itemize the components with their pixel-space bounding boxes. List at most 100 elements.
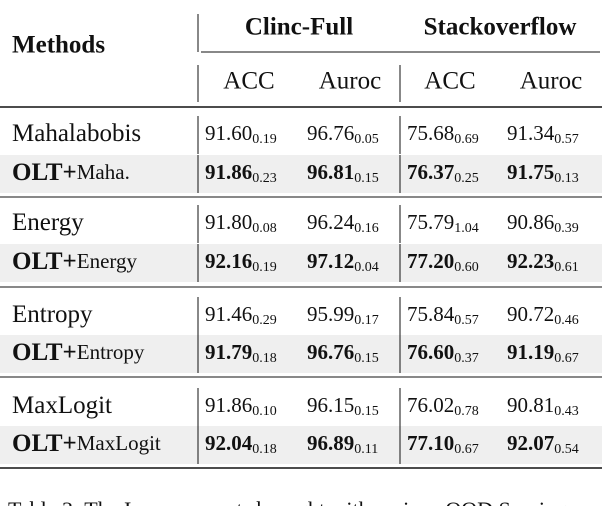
- std: 0.67: [554, 351, 579, 366]
- cell: 96.240.16: [307, 210, 379, 236]
- std: 0.10: [252, 404, 277, 419]
- method: Entropy: [12, 301, 93, 328]
- cell: 76.370.25: [407, 160, 479, 186]
- std: 0.15: [354, 404, 379, 419]
- std: 0.11: [354, 442, 378, 457]
- value: 96.15: [307, 393, 354, 417]
- std: 0.69: [454, 132, 479, 147]
- value: 92.23: [507, 249, 554, 273]
- highlight: [0, 426, 602, 464]
- std: 0.54: [554, 442, 579, 457]
- std: 0.46: [554, 313, 579, 328]
- value: 77.10: [407, 431, 454, 455]
- value: 91.79: [205, 340, 252, 364]
- cell: 76.600.37: [407, 340, 479, 366]
- std: 0.18: [252, 351, 277, 366]
- method: MaxLogit: [12, 392, 112, 419]
- method: OLT+Maha.: [12, 159, 130, 186]
- cell: 91.860.10: [205, 393, 277, 419]
- cell: 92.070.54: [507, 431, 579, 457]
- value: 91.46: [205, 302, 252, 326]
- cell: 76.020.78: [407, 393, 479, 419]
- method-name: Energy: [77, 249, 138, 273]
- cell: 91.460.29: [205, 302, 277, 328]
- value: 96.89: [307, 431, 354, 455]
- std: 0.08: [252, 221, 277, 236]
- method: OLT+Entropy: [12, 339, 145, 366]
- caption: Table 3: The Improvements brought with v…: [8, 497, 567, 506]
- value: 91.34: [507, 121, 555, 145]
- value: 90.72: [507, 302, 554, 326]
- value: 90.81: [507, 393, 554, 417]
- std: 0.57: [454, 313, 479, 328]
- std: 0.23: [252, 171, 277, 186]
- std: 0.43: [554, 404, 579, 419]
- metric-header: ACC: [424, 68, 475, 95]
- metric-header: Auroc: [520, 68, 582, 95]
- highlight: [0, 244, 602, 282]
- value: 96.81: [307, 160, 354, 184]
- highlight: [0, 155, 602, 193]
- std: 1.04: [454, 221, 479, 236]
- std: 0.05: [354, 132, 379, 147]
- cell: 95.990.17: [307, 302, 379, 328]
- value: 75.84: [407, 302, 455, 326]
- method: OLT+MaxLogit: [12, 430, 161, 457]
- value: 92.04: [205, 431, 253, 455]
- cell: 92.160.19: [205, 249, 277, 275]
- value: 91.60: [205, 121, 252, 145]
- method-name: MaxLogit: [77, 431, 161, 455]
- value: 96.24: [307, 210, 355, 234]
- std: 0.37: [454, 351, 479, 366]
- cell: 91.800.08: [205, 210, 277, 236]
- value: 96.76: [307, 340, 354, 364]
- cell: 91.790.18: [205, 340, 277, 366]
- value: 95.99: [307, 302, 354, 326]
- method-prefix: OLT+: [12, 159, 77, 186]
- method-prefix: OLT+: [12, 248, 77, 275]
- cell: 91.860.23: [205, 160, 277, 186]
- cell: 75.791.04: [407, 210, 479, 236]
- cell: 92.040.18: [205, 431, 277, 457]
- std: 0.19: [252, 132, 277, 147]
- cell: 90.720.46: [507, 302, 579, 328]
- std: 0.61: [554, 260, 579, 275]
- method-name: Energy: [12, 209, 84, 236]
- value: 97.12: [307, 249, 354, 273]
- cell: 91.750.13: [507, 160, 579, 186]
- cell: 90.860.39: [507, 210, 579, 236]
- cell: 91.340.57: [507, 121, 579, 147]
- highlight: [0, 335, 602, 373]
- std: 0.17: [354, 313, 379, 328]
- cell: 92.230.61: [507, 249, 579, 275]
- method-name: Maha.: [77, 160, 130, 184]
- cell: 96.760.15: [307, 340, 379, 366]
- value: 96.76: [307, 121, 354, 145]
- method-name: Mahalabobis: [12, 120, 141, 147]
- cell: 96.890.11: [307, 431, 378, 457]
- cell: 96.150.15: [307, 393, 379, 419]
- method-prefix: OLT+: [12, 339, 77, 366]
- cell: 91.600.19: [205, 121, 277, 147]
- std: 0.29: [252, 313, 277, 328]
- cell: 77.200.60: [407, 249, 479, 275]
- std: 0.60: [454, 260, 479, 275]
- metric-header: Auroc: [319, 68, 381, 95]
- cell: 96.810.15: [307, 160, 379, 186]
- std: 0.04: [354, 260, 379, 275]
- value: 76.02: [407, 393, 454, 417]
- value: 76.60: [407, 340, 454, 364]
- std: 0.57: [554, 132, 579, 147]
- std: 0.25: [454, 171, 479, 186]
- std: 0.13: [554, 171, 579, 186]
- value: 75.68: [407, 121, 454, 145]
- std: 0.18: [252, 442, 277, 457]
- std: 0.15: [354, 171, 379, 186]
- method-name: Entropy: [12, 301, 93, 328]
- method: Energy: [12, 209, 84, 236]
- metric-header: ACC: [223, 68, 274, 95]
- cell: 75.680.69: [407, 121, 479, 147]
- cell: 96.760.05: [307, 121, 379, 147]
- method-name: Entropy: [77, 340, 145, 364]
